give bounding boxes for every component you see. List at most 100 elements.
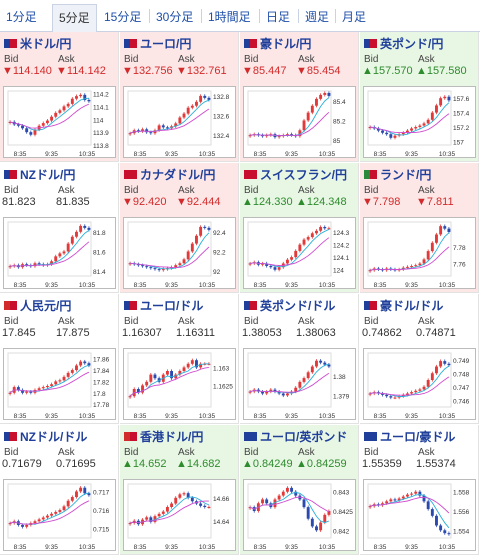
- pair-name: スイスフラン/円: [260, 167, 347, 182]
- pair-link[interactable]: 英ポンド/ドル: [244, 297, 335, 313]
- candle: [190, 243, 194, 252]
- tab-separator: [149, 9, 150, 23]
- candle: [75, 365, 78, 371]
- candle: [170, 371, 174, 379]
- mini-chart[interactable]: 1.163 1.1625 8:35 9:35 10:35: [123, 348, 236, 420]
- y-tick-label: 113.8: [93, 143, 109, 150]
- mini-chart[interactable]: 81.8 81.6 81.4 8:35 9:35 10:35: [3, 217, 116, 289]
- candle: [21, 524, 24, 527]
- candle: [66, 103, 70, 107]
- candle: [149, 132, 153, 134]
- mini-chart[interactable]: 17.86 17.84 17.82 17.8 17.78 8:35 9:35 10:35: [3, 348, 116, 420]
- mini-chart[interactable]: 92.4 92.2 92 8:35 9:35 10:35: [123, 217, 236, 289]
- candle: [25, 391, 29, 393]
- pair-link[interactable]: ユーロ/円: [124, 35, 191, 51]
- mini-chart[interactable]: 0.717 0.716 0.715 8:35 9:35 10:35: [3, 479, 116, 551]
- mini-chart[interactable]: 0.749 0.748 0.747 0.746 8:35 9:35 10:35: [363, 348, 476, 420]
- candle: [368, 506, 372, 508]
- pair-link[interactable]: 豪ドル/円: [244, 35, 311, 51]
- pair-link[interactable]: 英ポンド/円: [364, 35, 443, 51]
- pair-link[interactable]: ランド/円: [364, 166, 431, 182]
- y-tick-label: 114.1: [93, 104, 109, 111]
- pair-link[interactable]: ユーロ/ドル: [124, 297, 203, 313]
- mini-chart[interactable]: 157.6 157.4 157.2 157 8:35 9:35 10:35: [363, 86, 476, 158]
- pair-name: 英ポンド/円: [380, 36, 444, 51]
- tab-8[interactable]: 月足: [342, 10, 367, 24]
- pair-link[interactable]: 米ドル/円: [4, 35, 71, 51]
- candlestick-chart: 7.78 7.76 8:35 9:35 10:35: [367, 221, 466, 289]
- pair-link[interactable]: NZドル/ドル: [4, 428, 87, 444]
- y-tick-label: 14.64: [213, 519, 230, 526]
- pair-link[interactable]: 人民元/円: [4, 297, 71, 313]
- ask-label: Ask: [58, 447, 75, 458]
- candle: [190, 105, 194, 108]
- moving-average-line: [250, 237, 330, 266]
- pair-link[interactable]: 香港ドル/円: [124, 428, 203, 444]
- bid-label: Bid: [364, 316, 379, 327]
- x-tick-label: 10:35: [199, 282, 216, 289]
- candle: [203, 95, 207, 98]
- candle: [186, 493, 190, 498]
- candle: [50, 261, 54, 265]
- mini-chart[interactable]: 0.843 0.8425 0.842 8:35 9:35 10:35: [243, 479, 356, 551]
- y-tick-label: 17.86: [93, 357, 110, 364]
- bid-label: Bid: [244, 54, 259, 65]
- tab-4[interactable]: 30分足: [156, 10, 194, 24]
- candle: [294, 387, 298, 392]
- ask-value: 1.16311: [176, 327, 215, 339]
- candle: [319, 360, 323, 363]
- candle: [389, 134, 393, 138]
- tab-6[interactable]: 日足: [266, 10, 291, 24]
- mini-chart[interactable]: 1.38 1.379 8:35 9:35 10:35: [243, 348, 356, 420]
- mini-chart[interactable]: 132.8 132.6 132.4 8:35 9:35 10:35: [123, 86, 236, 158]
- bid-label: Bid: [124, 447, 139, 458]
- moving-average-line: [250, 111, 330, 136]
- flag-icon: [244, 38, 257, 48]
- plot-frame: [247, 90, 332, 146]
- candlestick-chart: 132.8 132.6 132.4 8:35 9:35 10:35: [127, 90, 230, 158]
- tab-1[interactable]: 1分足: [6, 10, 37, 24]
- tab-2[interactable]: 5分足: [52, 4, 97, 32]
- tab-7[interactable]: 週足: [305, 10, 330, 24]
- pair-link[interactable]: カナダドル/円: [124, 166, 215, 182]
- pair-link[interactable]: スイスフラン/円: [244, 166, 347, 182]
- ask-value: 81.835: [56, 196, 90, 208]
- y-tick-label: 1.556: [453, 509, 470, 516]
- candle: [327, 511, 331, 515]
- y-tick-label: 85.2: [333, 118, 346, 125]
- candle: [410, 266, 414, 268]
- candle: [207, 97, 211, 100]
- candle: [414, 127, 418, 129]
- candle: [79, 361, 83, 366]
- pair-link[interactable]: ユーロ/豪ドル: [364, 428, 455, 444]
- candle: [393, 135, 397, 138]
- candle: [87, 227, 91, 230]
- candle: [439, 98, 443, 106]
- rate-card: NZドル/ドル Bid Ask 0.71679 0.71695 0.717 0.716 0.7…: [0, 425, 119, 555]
- pair-link[interactable]: 豪ドル/ドル: [364, 297, 443, 313]
- pair-link[interactable]: NZドル/円: [4, 166, 75, 182]
- y-tick-label: 14.66: [213, 496, 230, 503]
- candle: [248, 507, 252, 509]
- ask-value: 0.71695: [56, 458, 96, 470]
- pair-link[interactable]: ユーロ/英ポンド: [244, 428, 347, 444]
- ask-label: Ask: [178, 185, 195, 196]
- flag-icon: [4, 431, 17, 441]
- mini-chart[interactable]: 1.558 1.556 1.554 8:35 9:35 10:35: [363, 479, 476, 551]
- tab-3[interactable]: 15分足: [104, 10, 142, 24]
- candle: [37, 519, 41, 522]
- mini-chart[interactable]: 114.2 114.1 114 113.9 113.8 8:35 9:35 10:35: [3, 86, 116, 158]
- mini-chart[interactable]: 7.78 7.76 8:35 9:35 10:35: [363, 217, 476, 289]
- mini-chart[interactable]: 14.66 14.64 8:35 9:35 10:35: [123, 479, 236, 551]
- tab-5[interactable]: 1時間足: [208, 10, 251, 24]
- candle: [315, 98, 318, 106]
- candle: [281, 393, 285, 396]
- candle: [368, 270, 372, 272]
- mini-chart[interactable]: 85.4 85.2 85 8:35 9:35 10:35: [243, 86, 356, 158]
- candle: [298, 244, 302, 251]
- flag-icon: [364, 431, 377, 441]
- candle: [430, 242, 434, 252]
- y-tick-label: 0.749: [453, 358, 470, 365]
- x-tick-label: 10:35: [439, 282, 456, 289]
- mini-chart[interactable]: 124.3 124.2 124.1 124 8:35 9:35 10:35: [243, 217, 356, 289]
